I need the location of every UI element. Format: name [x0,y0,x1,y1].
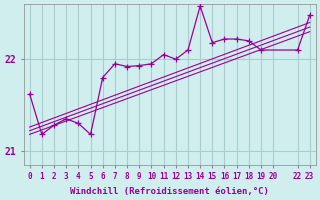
X-axis label: Windchill (Refroidissement éolien,°C): Windchill (Refroidissement éolien,°C) [70,187,269,196]
